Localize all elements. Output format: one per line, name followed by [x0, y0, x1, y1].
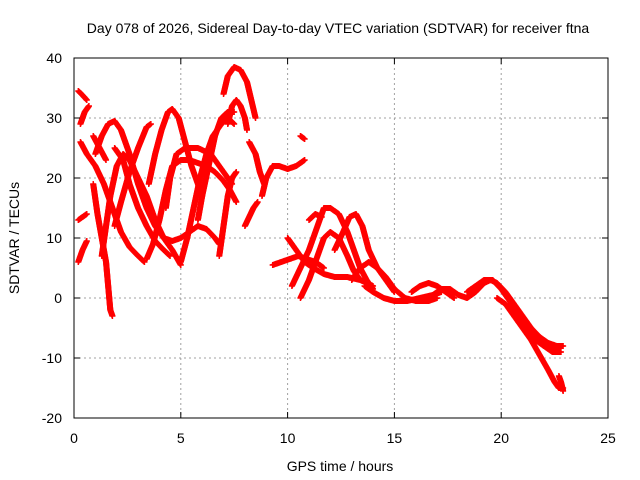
data-point [83, 97, 90, 103]
data-point [103, 157, 110, 163]
data-marks [75, 64, 567, 394]
data-point [83, 238, 90, 244]
chart-title: Day 078 of 2026, Sidereal Day-to-day VTE… [87, 20, 590, 36]
data-point [85, 103, 92, 109]
data-point [83, 211, 90, 217]
data-point [109, 313, 116, 319]
